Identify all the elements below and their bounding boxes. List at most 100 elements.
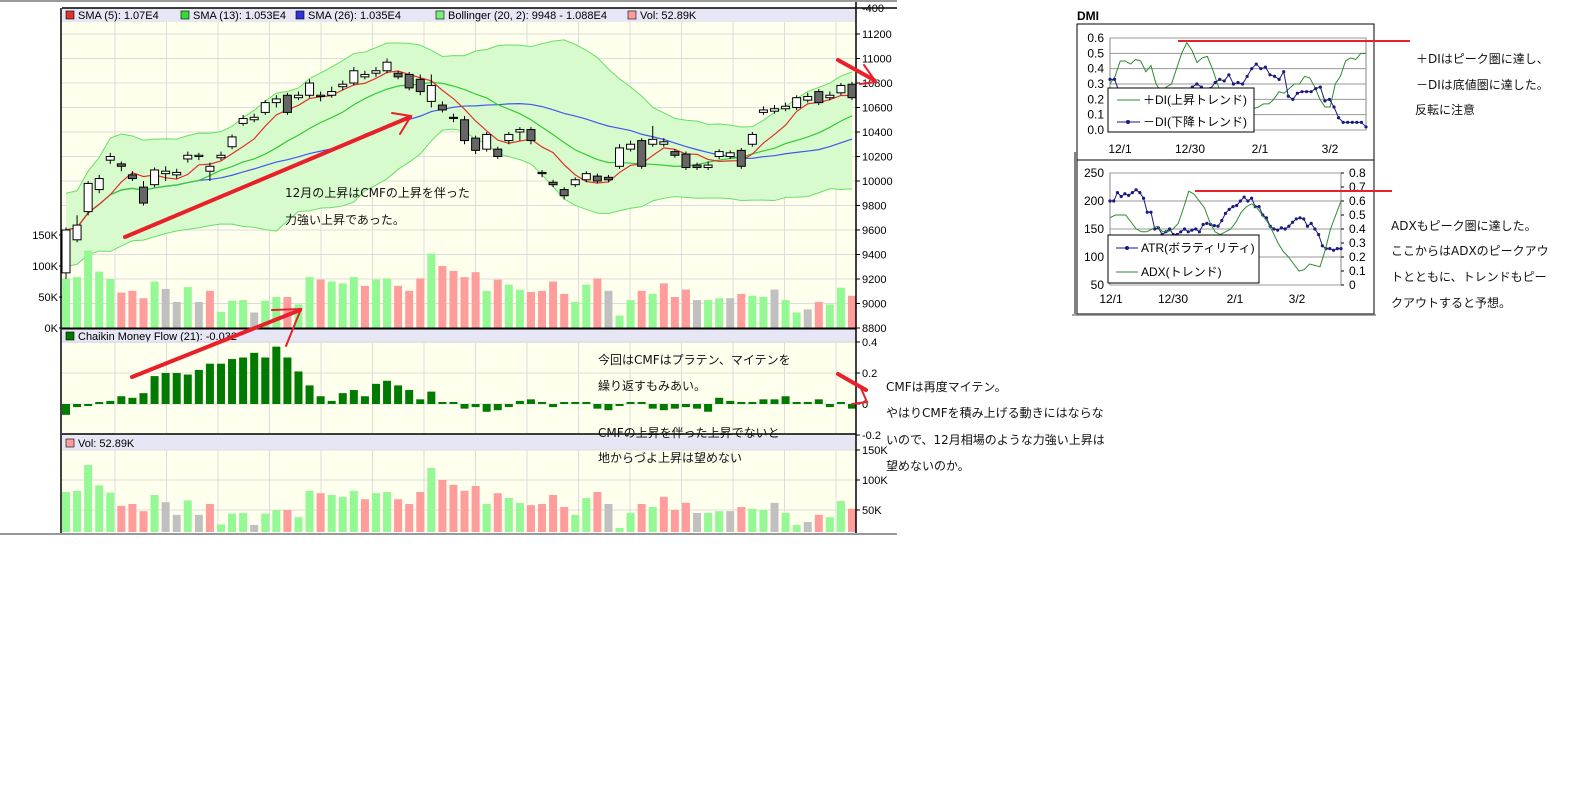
dmi-x-tick: 3/2 [1322, 142, 1339, 156]
volume-panel-bar [814, 514, 823, 532]
volume-bar [84, 250, 93, 328]
cmf-bar [261, 357, 270, 404]
volume-tick-label: 50K [38, 292, 58, 304]
volume-panel-bar [670, 510, 679, 532]
volume-panel-bar [659, 496, 668, 532]
candle-body [138, 186, 148, 204]
dmi-y-tick: 0.0 [1087, 123, 1104, 137]
atr-point [1298, 216, 1302, 220]
atr-point [1287, 224, 1291, 228]
volume-bar [349, 277, 358, 328]
volume-panel-bg [62, 436, 856, 532]
volume-bar [648, 293, 657, 328]
candle-body [504, 133, 514, 142]
cmf-bar [416, 399, 425, 404]
price-tick-label: 9000 [862, 299, 886, 311]
volume-panel-bar [737, 507, 746, 532]
atr-x-tick: 12/1 [1099, 292, 1123, 306]
volume-bar [95, 271, 104, 328]
atr-point [1108, 199, 1112, 203]
cmf-bar [526, 399, 535, 404]
cmf-bar [460, 404, 469, 409]
volume-bar [139, 298, 148, 328]
minus-di-point [1295, 91, 1300, 95]
cmf-bar [239, 357, 248, 404]
candle-body [227, 136, 237, 148]
volume-panel-bar [582, 498, 591, 532]
cmf-bar [205, 363, 214, 404]
price-tick-label: 9800 [862, 201, 886, 213]
annotation-this-time-2: 繰り返すもみあい。 [598, 379, 707, 393]
cmf-bar [383, 380, 392, 404]
minus-di-point [1218, 77, 1222, 81]
sma5-line [65, 70, 852, 231]
volume-panel-bar [250, 525, 259, 532]
candle-body [592, 175, 602, 182]
cmf-bar [571, 402, 580, 404]
dmi-legend-plus: ＋DI(上昇トレンド) [1143, 93, 1247, 107]
cmf-panel-bg [62, 329, 856, 433]
candle-body [127, 174, 137, 180]
minus-di-point [1263, 65, 1268, 69]
price-tick-label: 10000 [862, 176, 893, 188]
price-tick-label: 10400 [862, 127, 893, 139]
atr-point [1257, 205, 1261, 209]
atr-y-tick: 150 [1084, 222, 1104, 236]
minus-di-point [1272, 74, 1277, 78]
volume-panel-bar [438, 480, 447, 532]
volume-tick-label: 0K [45, 323, 59, 335]
volume-bar [803, 309, 812, 328]
minus-di-point [1222, 79, 1226, 83]
price-tick-label: 10200 [862, 152, 893, 164]
volume-panel-tick-label: 150K [862, 445, 888, 457]
volume-panel-bar [493, 493, 502, 532]
atr-point [1149, 210, 1153, 214]
candle-body [758, 109, 768, 113]
adx-y-tick: 0.6 [1349, 194, 1366, 208]
cmf-bar [106, 400, 115, 404]
candle-body [371, 70, 381, 74]
atr-point [1238, 199, 1243, 203]
cmf-bar [283, 357, 292, 404]
atr-point [1290, 220, 1295, 224]
minus-di-point [1254, 62, 1258, 66]
cmf-bar [128, 397, 137, 404]
price-legend-strip [62, 8, 856, 22]
atr-y-tick: 200 [1084, 194, 1104, 208]
atr-point [1272, 227, 1276, 231]
volume-panel-bar [194, 514, 203, 532]
volume-bar [637, 290, 646, 328]
volume-panel-bar [405, 504, 414, 532]
volume-bar [183, 287, 192, 328]
cmf-bar [194, 369, 203, 404]
volume-bar [560, 293, 569, 328]
atr-point [1168, 227, 1172, 231]
volume-bar [161, 288, 170, 328]
candle-body [515, 129, 525, 133]
atr-point [1201, 222, 1205, 227]
candle-body [460, 119, 470, 142]
cmf-bar [560, 402, 569, 404]
cmf-bar [294, 371, 303, 404]
candle-body [238, 118, 248, 124]
atr-point [1134, 188, 1138, 192]
atr-legend-atr: ATR(ボラティリティ) [1141, 241, 1255, 255]
candle-body [526, 129, 536, 142]
candle-body [216, 154, 226, 159]
bollinger-lower-line [65, 128, 853, 268]
volume-panel-tick-label: 100K [862, 475, 888, 487]
adx-y-tick: 0.4 [1349, 222, 1366, 236]
candle-body [415, 78, 425, 93]
candle-body [493, 148, 503, 157]
volume-panel-bar [604, 504, 613, 532]
atr-point [1246, 199, 1250, 203]
volume-panel-bar [416, 492, 425, 532]
minus-di-point [1227, 73, 1231, 77]
candle-body [172, 171, 182, 176]
volume-bar [360, 285, 369, 328]
atr-x-tick: 3/2 [1289, 292, 1306, 306]
red-arrow-price [836, 58, 876, 82]
candle-body [714, 151, 724, 158]
cmf-bar [626, 402, 635, 404]
cmf-bar [803, 402, 812, 404]
